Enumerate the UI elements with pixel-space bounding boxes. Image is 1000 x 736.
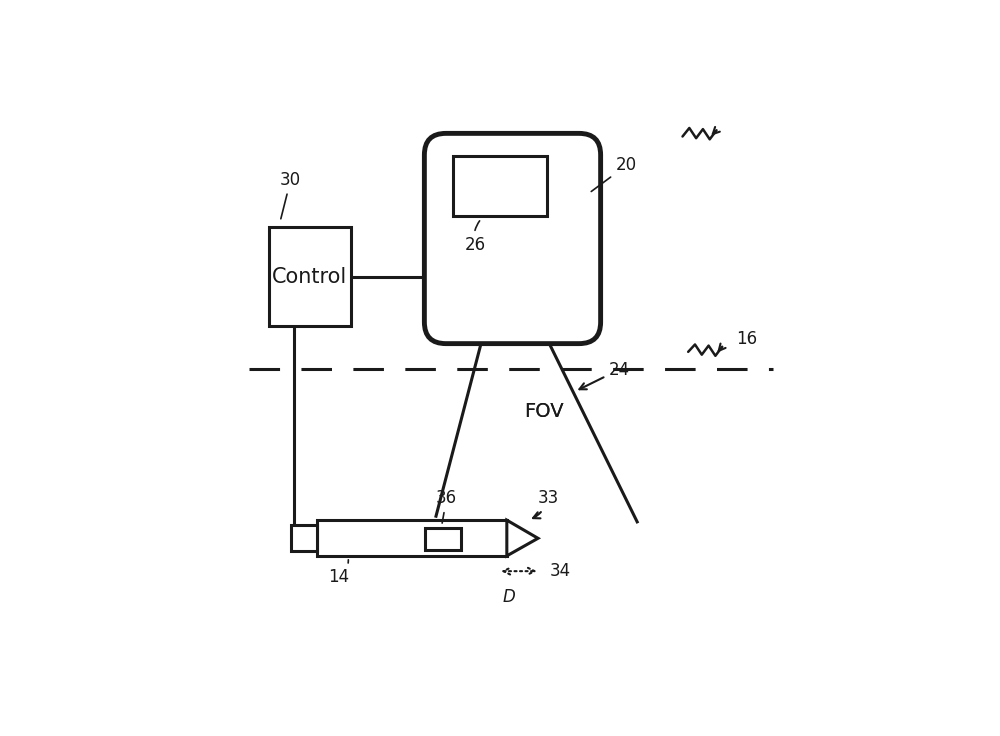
- Text: 10: 10: [0, 735, 1, 736]
- Text: 16: 16: [736, 330, 757, 348]
- Bar: [453, 156, 547, 216]
- FancyBboxPatch shape: [269, 227, 351, 326]
- FancyBboxPatch shape: [424, 133, 601, 344]
- Text: 36: 36: [436, 489, 457, 523]
- Text: FOV: FOV: [524, 402, 563, 421]
- Text: 14: 14: [328, 560, 349, 587]
- Text: 24: 24: [579, 361, 630, 389]
- Bar: [425, 528, 461, 550]
- Bar: [317, 520, 507, 556]
- Text: 33: 33: [533, 489, 559, 518]
- Text: FOV: FOV: [524, 402, 563, 421]
- Text: D: D: [503, 588, 515, 606]
- Polygon shape: [507, 520, 538, 556]
- Bar: [291, 525, 317, 551]
- Text: 30: 30: [280, 171, 301, 219]
- Text: 34: 34: [549, 562, 570, 580]
- Text: Control: Control: [272, 266, 348, 287]
- Text: 20: 20: [591, 157, 637, 191]
- Text: 26: 26: [464, 221, 485, 254]
